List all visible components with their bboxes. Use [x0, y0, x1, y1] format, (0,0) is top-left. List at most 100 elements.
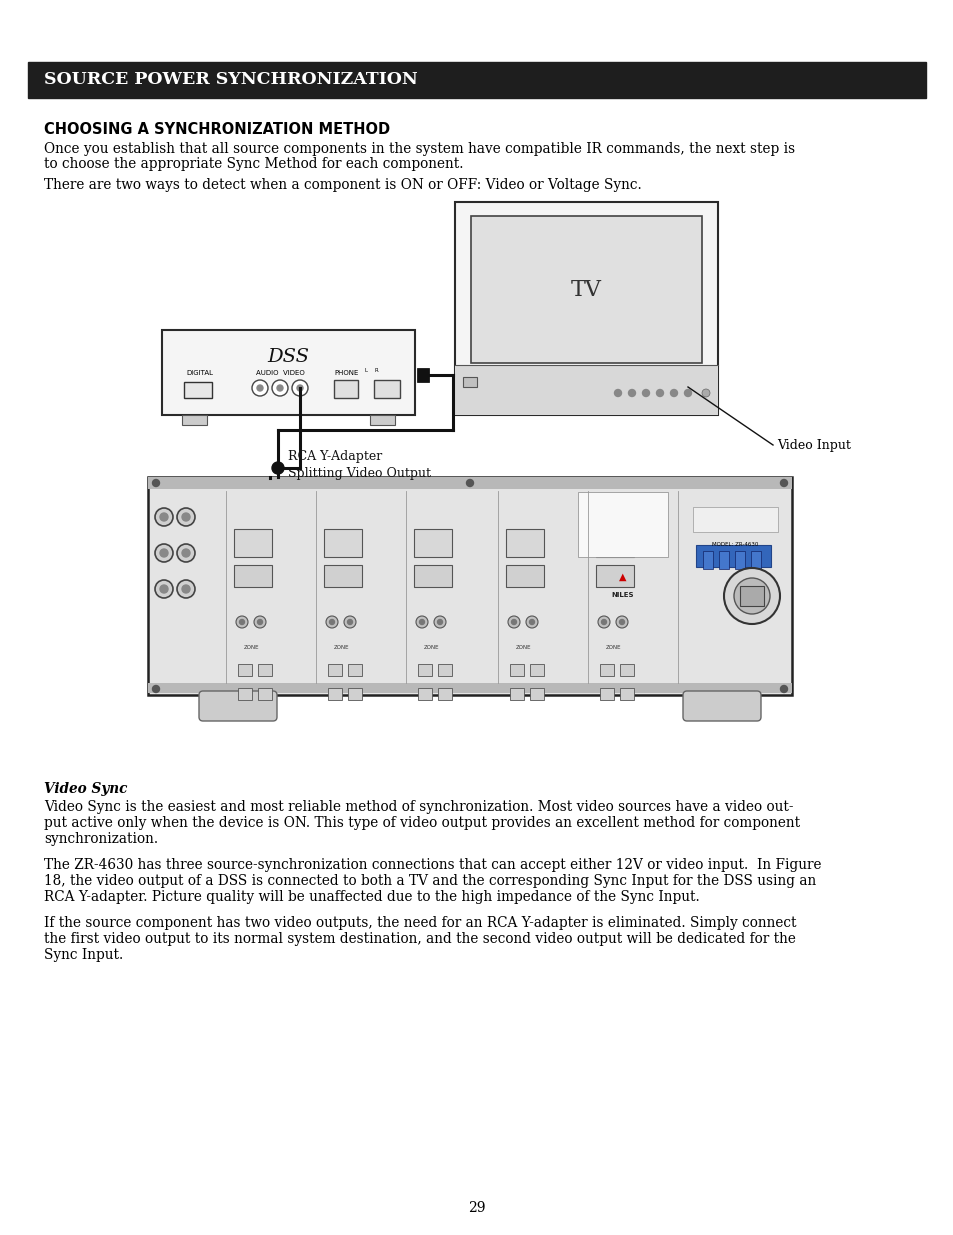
Circle shape — [601, 620, 606, 625]
Circle shape — [152, 685, 159, 693]
Bar — [437, 688, 452, 700]
Circle shape — [160, 585, 168, 593]
Text: Video Input: Video Input — [776, 438, 850, 452]
Circle shape — [733, 578, 769, 614]
Bar — [437, 664, 452, 676]
Circle shape — [618, 620, 624, 625]
Bar — [750, 551, 760, 569]
Circle shape — [152, 479, 159, 487]
Circle shape — [154, 543, 172, 562]
Bar — [599, 664, 614, 676]
Bar — [505, 529, 543, 557]
Circle shape — [723, 568, 780, 624]
Text: AUDIO  VIDEO: AUDIO VIDEO — [255, 370, 304, 375]
Bar — [237, 688, 252, 700]
Text: ZONE: ZONE — [605, 645, 621, 650]
Text: SOURCE POWER SYNCHRONIZATION: SOURCE POWER SYNCHRONIZATION — [44, 72, 417, 89]
Text: MODEL: ZR-4630: MODEL: ZR-4630 — [711, 541, 758, 547]
Circle shape — [326, 616, 337, 629]
Circle shape — [511, 620, 516, 625]
Text: to choose the appropriate Sync Method for each component.: to choose the appropriate Sync Method fo… — [44, 157, 463, 170]
Circle shape — [614, 389, 620, 396]
Bar — [578, 492, 667, 557]
Text: NILES: NILES — [611, 592, 634, 598]
Circle shape — [529, 620, 534, 625]
Bar — [530, 688, 543, 700]
Circle shape — [154, 580, 172, 598]
Text: ▲: ▲ — [618, 572, 626, 582]
Circle shape — [182, 585, 190, 593]
Text: Once you establish that all source components in the system have compatible IR c: Once you establish that all source compo… — [44, 142, 794, 156]
Bar — [719, 551, 728, 569]
Bar — [233, 529, 272, 557]
Circle shape — [466, 479, 473, 487]
Text: DSS: DSS — [267, 348, 309, 366]
Bar — [619, 664, 634, 676]
Text: synchronization.: synchronization. — [44, 832, 158, 846]
Bar — [334, 380, 357, 398]
Text: ZONE: ZONE — [516, 645, 531, 650]
Text: Video Sync: Video Sync — [44, 782, 128, 797]
Circle shape — [253, 616, 266, 629]
Text: ZONE: ZONE — [424, 645, 439, 650]
Bar — [414, 564, 452, 587]
Bar — [510, 664, 523, 676]
Bar — [257, 688, 272, 700]
Text: Sync Input.: Sync Input. — [44, 948, 123, 962]
Text: L    R: L R — [365, 368, 378, 373]
Text: put active only when the device is ON. This type of video output provides an exc: put active only when the device is ON. T… — [44, 816, 800, 830]
Bar — [510, 688, 523, 700]
Circle shape — [437, 620, 442, 625]
Text: RCA Y-adapter. Picture quality will be unaffected due to the high impedance of t: RCA Y-adapter. Picture quality will be u… — [44, 890, 699, 904]
Bar — [596, 529, 634, 557]
Bar — [455, 203, 718, 415]
Bar — [328, 688, 341, 700]
Bar — [471, 216, 701, 363]
Bar — [734, 551, 744, 569]
Circle shape — [701, 389, 709, 396]
Bar — [619, 688, 634, 700]
Circle shape — [656, 389, 662, 396]
Bar — [696, 545, 770, 567]
Bar — [233, 564, 272, 587]
Bar — [702, 551, 712, 569]
Circle shape — [177, 508, 194, 526]
Bar — [148, 477, 791, 695]
Circle shape — [239, 620, 244, 625]
Bar — [599, 688, 614, 700]
Text: PHONE: PHONE — [335, 370, 359, 375]
Text: 29: 29 — [468, 1200, 485, 1215]
Circle shape — [641, 389, 649, 396]
Bar — [162, 330, 415, 415]
Bar — [348, 664, 361, 676]
Circle shape — [252, 380, 268, 396]
Circle shape — [256, 385, 263, 391]
Bar — [692, 508, 778, 532]
Circle shape — [154, 508, 172, 526]
Bar — [148, 477, 791, 489]
Bar — [414, 529, 452, 557]
Bar — [740, 585, 763, 606]
Circle shape — [235, 616, 248, 629]
Circle shape — [525, 616, 537, 629]
Circle shape — [272, 462, 284, 474]
Text: The ZR-4630 has three source-synchronization connections that can accept either : The ZR-4630 has three source-synchroniza… — [44, 858, 821, 872]
Circle shape — [272, 380, 288, 396]
Circle shape — [160, 550, 168, 557]
FancyBboxPatch shape — [199, 692, 276, 721]
Circle shape — [434, 616, 446, 629]
Circle shape — [344, 616, 355, 629]
Bar — [257, 664, 272, 676]
Bar — [324, 564, 361, 587]
FancyBboxPatch shape — [682, 692, 760, 721]
Bar — [462, 377, 476, 387]
Text: CHOOSING A SYNCHRONIZATION METHOD: CHOOSING A SYNCHRONIZATION METHOD — [44, 122, 390, 137]
Circle shape — [177, 543, 194, 562]
Circle shape — [419, 620, 424, 625]
Text: If the source component has two video outputs, the need for an RCA Y-adapter is : If the source component has two video ou… — [44, 916, 796, 930]
Circle shape — [182, 513, 190, 521]
Bar — [328, 664, 341, 676]
Bar — [505, 564, 543, 587]
Bar — [148, 683, 791, 693]
Circle shape — [780, 685, 786, 693]
